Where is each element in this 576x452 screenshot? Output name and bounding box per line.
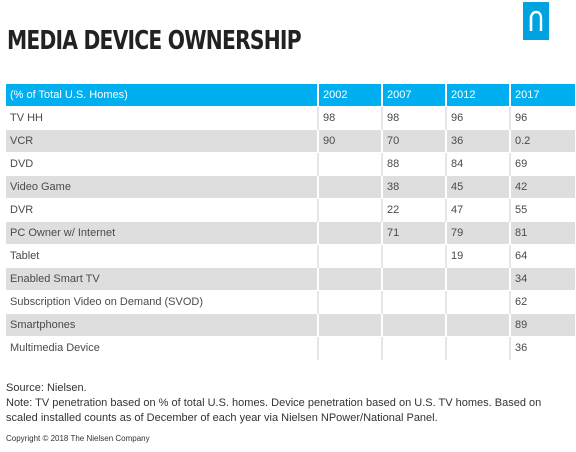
page-title: MEDIA DEVICE OWNERSHIP — [7, 26, 302, 56]
value-cell — [382, 313, 447, 337]
table-header-row: (% of Total U.S. Homes) 2002 2007 2012 2017 — [6, 84, 575, 107]
nielsen-n-icon — [529, 10, 543, 31]
device-label-cell: DVD — [6, 152, 319, 176]
value-cell: 88 — [382, 152, 447, 176]
value-cell — [382, 290, 447, 314]
note-text: Note: TV penetration based on % of total… — [6, 397, 542, 424]
value-cell: 36 — [446, 129, 511, 153]
value-cell: 64 — [510, 244, 575, 268]
device-label-cell: Tablet — [6, 244, 319, 268]
value-cell — [318, 221, 383, 245]
device-label-cell: Subscription Video on Demand (SVOD) — [6, 290, 319, 314]
copyright-text: Copyright © 2018 The Nielsen Company — [6, 434, 150, 443]
ownership-table: (% of Total U.S. Homes) 2002 2007 2012 2017 … — [6, 84, 575, 360]
header-label: (% of Total U.S. Homes) — [6, 84, 319, 107]
device-label-cell: PC Owner w/ Internet — [6, 221, 319, 245]
value-cell: 45 — [446, 175, 511, 199]
value-cell: 42 — [510, 175, 575, 199]
table-row: Subscription Video on Demand (SVOD) 62 — [6, 290, 575, 314]
device-label-cell: VCR — [6, 129, 319, 153]
value-cell — [446, 290, 511, 314]
notes: Source: Nielsen. Note: TV penetration ba… — [6, 381, 572, 426]
device-label-cell: TV HH — [6, 106, 319, 130]
value-cell — [318, 313, 383, 337]
nielsen-logo — [523, 2, 549, 40]
value-cell — [318, 336, 383, 360]
value-cell — [446, 313, 511, 337]
value-cell: 36 — [510, 336, 575, 360]
value-cell — [382, 267, 447, 291]
header-year: 2017 — [510, 84, 575, 107]
table-row: Enabled Smart TV 34 — [6, 267, 575, 291]
value-cell: 98 — [382, 106, 447, 130]
value-cell — [318, 290, 383, 314]
source-text: Source: Nielsen. — [6, 382, 87, 394]
device-label-cell: Multimedia Device — [6, 336, 319, 360]
value-cell: 79 — [446, 221, 511, 245]
value-cell: 98 — [318, 106, 383, 130]
value-cell: 96 — [446, 106, 511, 130]
table-row: Multimedia Device 36 — [6, 336, 575, 360]
value-cell: 55 — [510, 198, 575, 222]
device-label-cell: Smartphones — [6, 313, 319, 337]
value-cell: 38 — [382, 175, 447, 199]
value-cell — [318, 152, 383, 176]
header-year: 2012 — [446, 84, 511, 107]
value-cell: 90 — [318, 129, 383, 153]
value-cell — [382, 336, 447, 360]
table-row: DVD 88 84 69 — [6, 152, 575, 176]
value-cell: 19 — [446, 244, 511, 268]
value-cell — [446, 336, 511, 360]
table-row: PC Owner w/ Internet 71 79 81 — [6, 221, 575, 245]
value-cell — [446, 267, 511, 291]
value-cell: 96 — [510, 106, 575, 130]
value-cell: 22 — [382, 198, 447, 222]
value-cell: 34 — [510, 267, 575, 291]
value-cell: 84 — [446, 152, 511, 176]
device-label-cell: Video Game — [6, 175, 319, 199]
value-cell: 70 — [382, 129, 447, 153]
value-cell: 0.2 — [510, 129, 575, 153]
header-year: 2002 — [318, 84, 383, 107]
device-label-cell: DVR — [6, 198, 319, 222]
value-cell: 47 — [446, 198, 511, 222]
value-cell: 89 — [510, 313, 575, 337]
table-row: VCR 90 70 36 0.2 — [6, 129, 575, 153]
value-cell — [382, 244, 447, 268]
table-body: TV HH 98 98 96 96 VCR 90 70 36 0.2 DVD 88 84 69 Video … — [6, 106, 575, 360]
value-cell — [318, 244, 383, 268]
value-cell — [318, 198, 383, 222]
table-row: Video Game 38 45 42 — [6, 175, 575, 199]
value-cell — [318, 175, 383, 199]
value-cell: 69 — [510, 152, 575, 176]
table-row: DVR 22 47 55 — [6, 198, 575, 222]
device-label-cell: Enabled Smart TV — [6, 267, 319, 291]
header-year: 2007 — [382, 84, 447, 107]
value-cell: 71 — [382, 221, 447, 245]
table-row: Tablet 19 64 — [6, 244, 575, 268]
table-row: Smartphones 89 — [6, 313, 575, 337]
value-cell — [318, 267, 383, 291]
value-cell: 62 — [510, 290, 575, 314]
value-cell: 81 — [510, 221, 575, 245]
table-row: TV HH 98 98 96 96 — [6, 106, 575, 130]
